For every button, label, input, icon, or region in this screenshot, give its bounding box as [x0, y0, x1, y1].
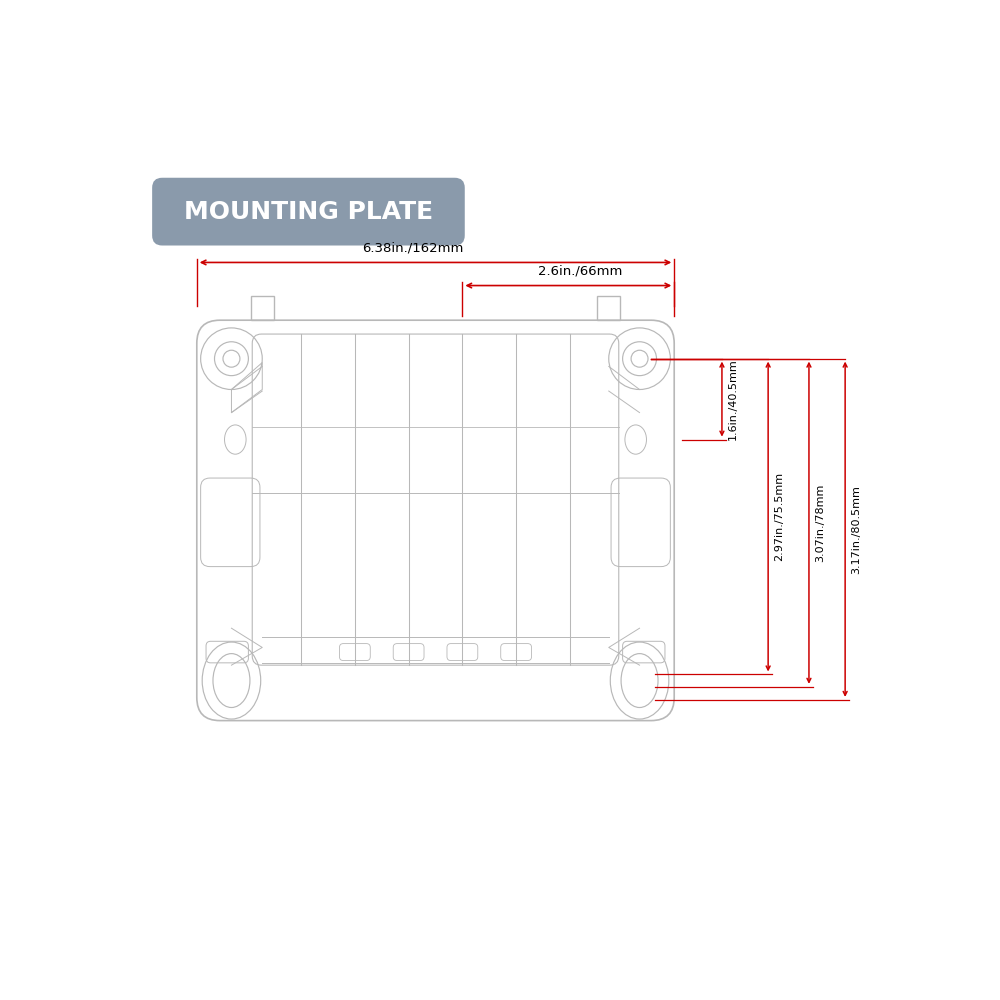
Text: MOUNTING PLATE: MOUNTING PLATE [184, 200, 433, 224]
Bar [597, 296, 620, 320]
Text: 3.17in./80.5mm: 3.17in./80.5mm [851, 485, 861, 574]
Text: 6.38in./162mm: 6.38in./162mm [362, 242, 463, 255]
Text: 3.07in./78mm: 3.07in./78mm [815, 484, 825, 562]
Bar [251, 296, 274, 320]
Text: 1.6in./40.5mm: 1.6in./40.5mm [728, 358, 738, 440]
FancyBboxPatch shape [152, 178, 465, 246]
Text: 2.6in./66mm: 2.6in./66mm [538, 265, 622, 278]
Text: 2.97in./75.5mm: 2.97in./75.5mm [774, 472, 784, 561]
